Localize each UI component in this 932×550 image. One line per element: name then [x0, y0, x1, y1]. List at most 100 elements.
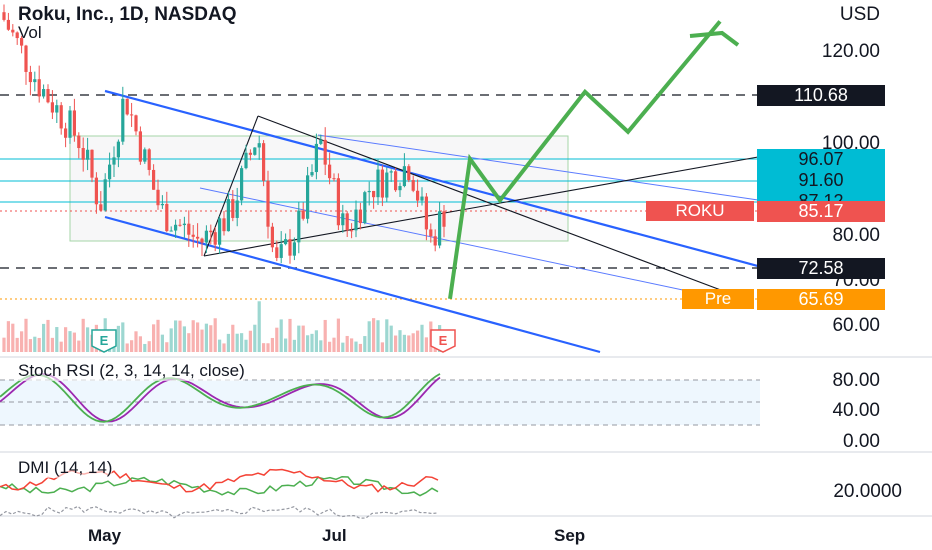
candle-body [438, 211, 442, 246]
volume-bar [15, 337, 19, 352]
candle-body [394, 171, 398, 191]
candle-body [336, 178, 340, 226]
rsi-tick: 80.00 [832, 370, 880, 391]
candle-body [270, 226, 274, 248]
candle-body [64, 128, 68, 138]
ticker-tag: ROKU [646, 201, 754, 221]
volume-bar [213, 318, 217, 352]
dmi-plus-line [0, 475, 439, 497]
candle-body [46, 89, 50, 103]
volume-bar [165, 342, 169, 352]
volume-bar [86, 327, 90, 352]
earnings-marker[interactable]: E [430, 329, 456, 353]
volume-bar [279, 319, 283, 352]
volume-bar [231, 324, 235, 352]
candle-body [59, 105, 63, 129]
candle-body [147, 149, 151, 170]
candle-body [328, 164, 332, 179]
candle-body [253, 147, 257, 155]
volume-bar [33, 336, 37, 352]
candle-body [240, 168, 244, 201]
dmi-label[interactable]: DMI (14, 14) [18, 458, 113, 478]
candle-body [116, 141, 120, 158]
volume-bar [332, 337, 336, 352]
triangle-lower-line [203, 156, 759, 257]
volume-bar [240, 333, 244, 352]
candle-body [2, 12, 6, 20]
projection-arrow-path [448, 20, 722, 300]
volume-bar [42, 323, 46, 352]
candle-body [442, 211, 446, 227]
dmi-adx-line [0, 505, 439, 519]
price-tick: 60.00 [832, 315, 880, 336]
volume-bar [389, 325, 393, 352]
volume-bar [24, 318, 28, 352]
candle-body [275, 247, 279, 258]
volume-bar [248, 330, 252, 352]
earnings-marker[interactable]: E [91, 329, 117, 353]
volume-bar [398, 330, 402, 352]
candle-body [200, 238, 204, 243]
volume-label: Vol [18, 23, 42, 42]
volume-bar [358, 343, 362, 352]
volume-bar [314, 330, 318, 352]
volume-bar [226, 333, 230, 352]
candles-group [2, 4, 446, 264]
volume-bar [2, 337, 6, 352]
candle-body [99, 204, 103, 211]
chart-title: Roku, Inc., 1D, NASDAQ [18, 4, 237, 25]
volume-bar [380, 342, 384, 352]
candle-body [68, 110, 72, 138]
volume-bar [310, 333, 314, 352]
candle-body [235, 200, 239, 218]
volume-bar [209, 325, 213, 352]
price-badge-91: 91.60 [757, 170, 885, 191]
volume-bar [130, 340, 134, 352]
candle-body [33, 79, 37, 83]
time-tick: Sep [554, 526, 586, 545]
stoch-rsi-label[interactable]: Stoch RSI (2, 3, 14, 14, close) [18, 361, 245, 381]
candle-body [15, 32, 19, 39]
candle-body [209, 230, 213, 233]
candle-body [178, 224, 182, 226]
volume-bar [204, 323, 208, 352]
candle-body [28, 71, 32, 83]
candle-body [266, 180, 270, 227]
candle-body [37, 79, 41, 97]
candle-body [323, 139, 327, 165]
candle-body [143, 149, 147, 162]
volume-bar [191, 320, 195, 352]
volume-bar [288, 318, 292, 352]
candle-body [288, 239, 292, 256]
candle-body [72, 110, 76, 136]
candle-body [376, 169, 380, 198]
candle-body [6, 19, 10, 30]
volume-bar [59, 341, 63, 352]
candle-body [218, 218, 222, 245]
candle-body [345, 213, 349, 231]
volume-bar [244, 339, 248, 352]
volume-bar [182, 326, 186, 352]
channel-lower-line [104, 215, 601, 354]
candle-body [134, 115, 138, 132]
volume-bar [328, 341, 332, 352]
candle-body [204, 230, 208, 243]
volume-bar [147, 341, 151, 352]
volume-bar [376, 320, 380, 352]
candle-body [424, 196, 428, 230]
candle-body [297, 210, 301, 243]
candle-body [402, 166, 406, 187]
candle-body [319, 139, 323, 144]
volume-bar [196, 322, 200, 352]
candle-body [433, 236, 437, 246]
candle-body [310, 172, 314, 176]
candle-body [20, 38, 24, 46]
premarket-tag: Pre [682, 289, 754, 309]
volume-bar [275, 327, 279, 352]
volume-bar [257, 301, 261, 352]
triangle-side-line [203, 115, 259, 257]
candle-body [279, 244, 283, 258]
candle-body [222, 218, 226, 232]
volume-bar [385, 319, 389, 352]
